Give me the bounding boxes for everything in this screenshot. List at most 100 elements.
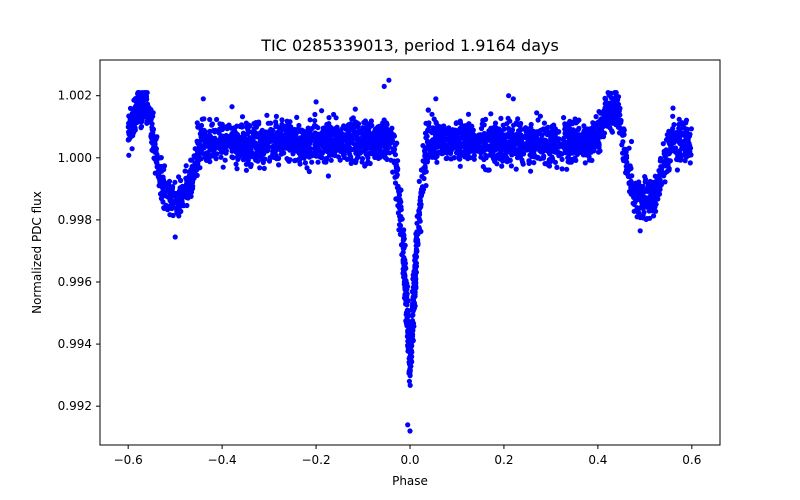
data-point <box>348 160 354 166</box>
data-point <box>516 151 522 157</box>
data-point <box>165 187 171 193</box>
data-point <box>377 128 383 134</box>
data-point <box>565 140 571 146</box>
data-point <box>283 131 289 137</box>
data-point <box>510 96 516 102</box>
data-point <box>194 148 201 155</box>
data-point <box>270 136 277 142</box>
data-point <box>676 139 682 145</box>
data-point <box>434 159 440 165</box>
data-point <box>138 125 144 131</box>
data-point <box>197 143 203 149</box>
data-point <box>665 164 671 170</box>
data-point <box>547 142 553 148</box>
data-point <box>501 126 507 132</box>
data-point <box>419 173 425 180</box>
data-point <box>302 160 308 166</box>
data-point <box>239 114 246 120</box>
data-point <box>583 134 590 140</box>
data-point <box>216 127 223 134</box>
data-point <box>290 151 296 157</box>
data-point <box>673 145 679 151</box>
data-point <box>434 144 440 150</box>
data-point <box>457 163 463 169</box>
data-point <box>637 228 643 234</box>
data-point <box>150 134 156 140</box>
data-point <box>257 135 263 141</box>
data-point <box>132 96 138 102</box>
data-point <box>139 118 145 124</box>
data-point <box>483 152 489 158</box>
data-point <box>418 204 424 210</box>
data-point <box>683 145 689 151</box>
data-point <box>471 144 478 150</box>
data-point <box>470 131 476 137</box>
data-point <box>644 216 650 222</box>
data-point <box>599 127 605 133</box>
data-point <box>307 117 313 123</box>
data-point <box>395 158 401 164</box>
data-point <box>355 148 361 154</box>
data-point <box>433 119 439 125</box>
data-point <box>594 132 600 138</box>
data-point <box>217 139 223 145</box>
data-point <box>615 94 621 100</box>
data-point <box>309 159 315 165</box>
data-point <box>456 135 462 141</box>
data-point <box>408 355 414 361</box>
data-point <box>362 128 369 134</box>
data-point <box>210 139 216 145</box>
data-point <box>430 125 436 131</box>
x-tick-label: −0.6 <box>114 453 143 467</box>
data-point <box>488 125 494 131</box>
data-point <box>619 142 625 148</box>
data-point <box>351 146 357 152</box>
data-point <box>267 155 273 161</box>
data-point <box>240 147 246 153</box>
data-point <box>546 159 552 165</box>
data-point <box>245 157 251 163</box>
data-point <box>248 162 254 168</box>
data-point <box>554 164 560 170</box>
data-point <box>242 142 249 148</box>
data-point <box>648 202 654 209</box>
data-point <box>420 189 426 195</box>
data-point <box>647 184 654 190</box>
data-point <box>600 134 607 140</box>
data-point <box>189 157 195 163</box>
data-point <box>126 129 132 135</box>
data-point <box>321 137 327 143</box>
data-point <box>158 181 165 187</box>
data-point <box>369 122 375 129</box>
data-point <box>448 147 454 153</box>
data-point <box>194 120 200 126</box>
data-point <box>383 120 390 126</box>
data-point <box>596 144 602 151</box>
data-point <box>353 132 359 138</box>
data-point <box>396 227 402 233</box>
data-point <box>257 165 263 171</box>
data-point <box>664 132 670 138</box>
data-point <box>510 145 517 151</box>
data-point <box>651 213 657 219</box>
data-point <box>202 143 208 149</box>
data-point <box>316 153 323 160</box>
data-point <box>365 155 371 161</box>
data-point <box>243 161 249 167</box>
data-point <box>443 142 450 148</box>
data-point <box>201 132 208 138</box>
data-point <box>382 142 388 148</box>
data-point <box>684 151 691 158</box>
data-point <box>596 109 602 115</box>
data-point <box>620 156 626 162</box>
data-point <box>541 148 547 154</box>
data-point <box>226 122 232 128</box>
data-point <box>586 143 592 149</box>
data-point <box>680 122 686 128</box>
data-point <box>396 192 402 198</box>
data-point <box>163 180 169 186</box>
data-point <box>563 130 569 136</box>
data-point <box>165 194 171 200</box>
data-point <box>530 144 536 150</box>
data-point <box>295 149 301 155</box>
